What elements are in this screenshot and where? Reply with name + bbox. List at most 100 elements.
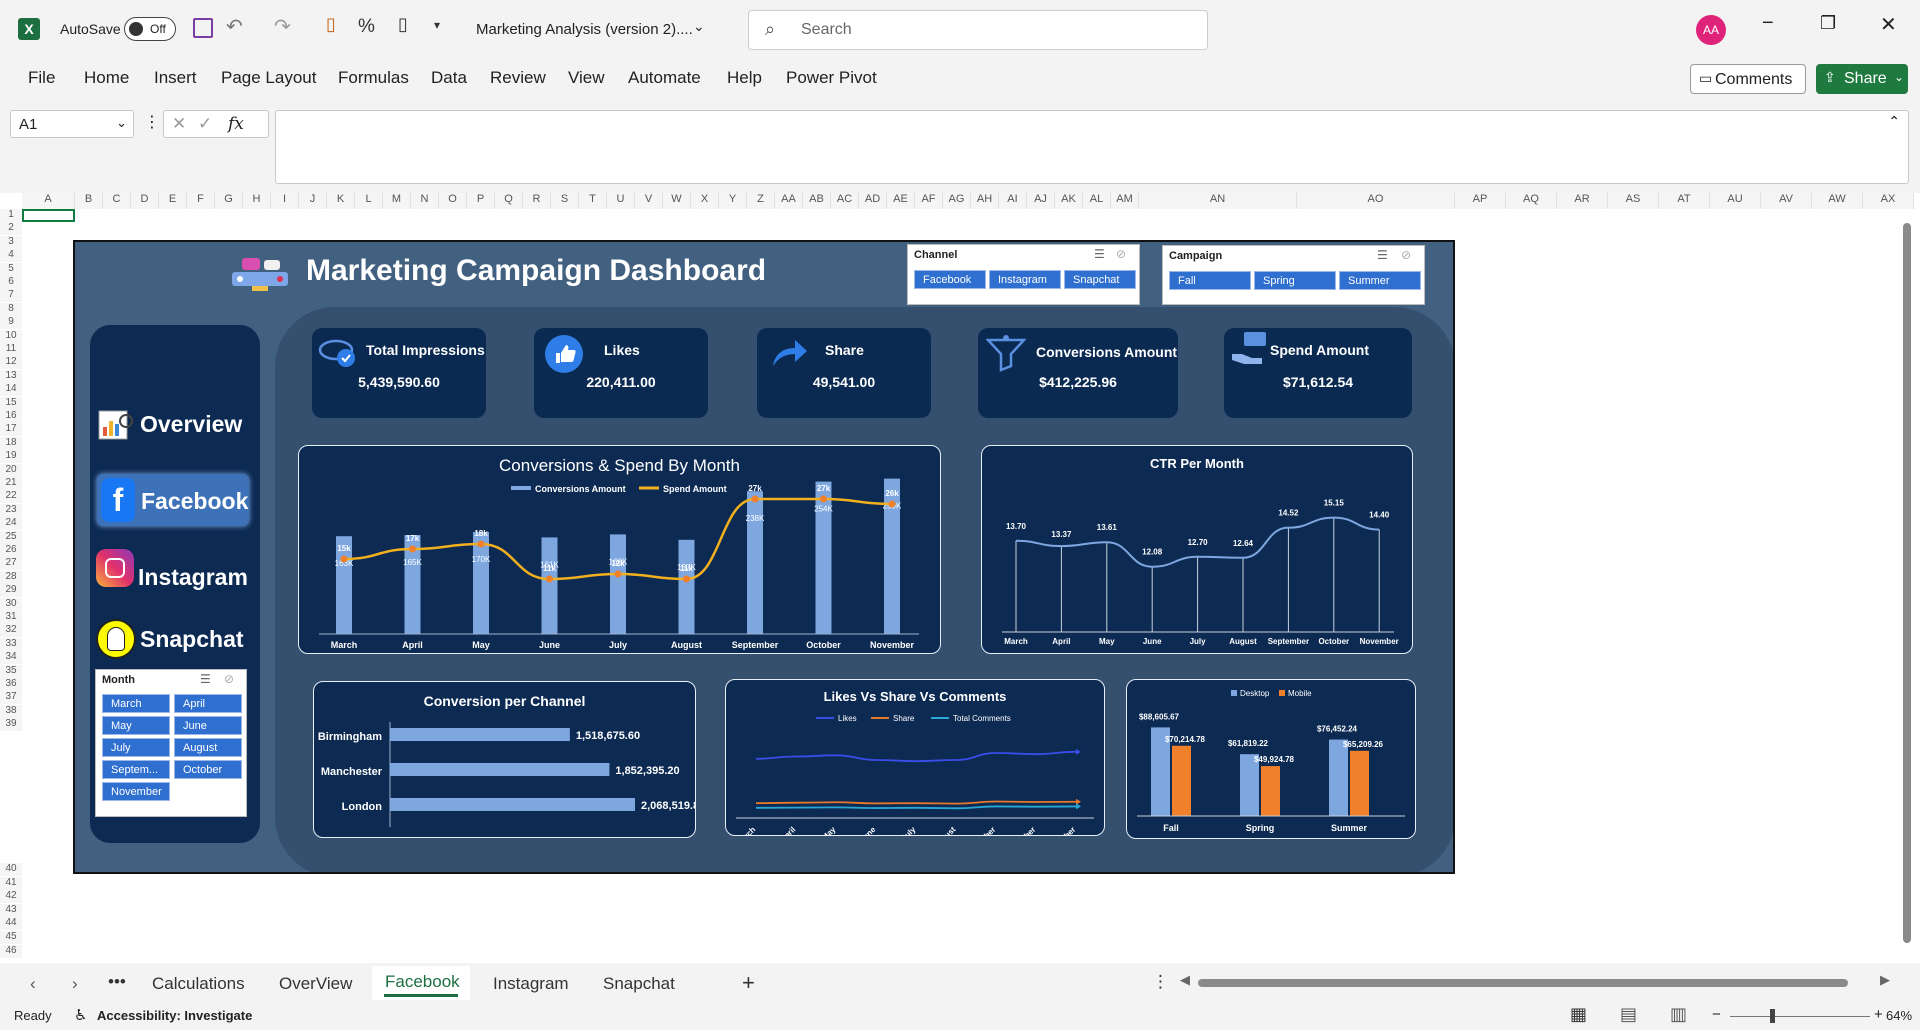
collapse-icon[interactable]: ⌃ — [1888, 113, 1900, 129]
column-header[interactable]: AO — [1297, 193, 1455, 209]
tab-home[interactable]: Home — [84, 68, 130, 87]
column-header[interactable]: C — [103, 193, 131, 209]
more-options-icon[interactable]: ⋮ — [144, 114, 160, 131]
row-header[interactable]: 5 — [0, 262, 22, 276]
column-header[interactable]: AF — [915, 193, 943, 209]
row-header[interactable]: 28 — [0, 570, 22, 584]
column-header[interactable]: AM — [1111, 193, 1139, 209]
multi-select-icon[interactable]: ☰ — [1094, 247, 1105, 261]
column-header[interactable]: AN — [1139, 193, 1297, 209]
row-header[interactable]: 2 — [0, 222, 22, 236]
slicer-item-month[interactable]: April — [174, 694, 242, 713]
undo-icon[interactable]: ↶ — [226, 16, 243, 38]
column-header[interactable]: J — [299, 193, 327, 209]
tab-automate[interactable]: Automate — [628, 68, 701, 87]
scroll-tabs-left-icon[interactable]: ‹ — [30, 974, 36, 993]
title-dropdown-icon[interactable]: ⌄ — [693, 18, 705, 34]
column-header[interactable]: R — [523, 193, 551, 209]
cancel-icon[interactable]: ✕ — [172, 114, 187, 133]
chart-desktop-mobile[interactable]: Desktop Mobile $88,605.67 $70,214.78 Fall $61… — [1126, 679, 1416, 839]
row-header[interactable]: 8 — [0, 302, 22, 316]
name-box[interactable]: A1 ⌄ — [10, 110, 134, 138]
more-sheets-icon[interactable]: ••• — [108, 972, 126, 991]
slicer-item-month[interactable]: June — [174, 716, 242, 735]
column-header[interactable]: K — [327, 193, 355, 209]
sheet-tab-calculations[interactable]: Calculations — [152, 974, 245, 993]
column-header[interactable]: M — [383, 193, 411, 209]
percent-icon[interactable]: % — [358, 16, 375, 37]
save-icon[interactable] — [193, 18, 213, 38]
zoom-level[interactable]: 64% — [1886, 1008, 1913, 1023]
channel-slicer[interactable]: Channel ☰ ⊘ Facebook Instagram Snapchat — [907, 244, 1140, 305]
row-header[interactable]: 22 — [0, 490, 22, 504]
row-header[interactable]: 38 — [0, 704, 22, 718]
tab-formulas[interactable]: Formulas — [338, 68, 409, 87]
column-header[interactable]: X — [691, 193, 719, 209]
row-header[interactable]: 10 — [0, 329, 22, 343]
column-header[interactable]: V — [635, 193, 663, 209]
sheet-tab-snapchat[interactable]: Snapchat — [603, 974, 675, 993]
row-header[interactable]: 35 — [0, 664, 22, 678]
row-header[interactable]: 14 — [0, 383, 22, 397]
row-header[interactable]: 18 — [0, 436, 22, 450]
document-title[interactable]: Marketing Analysis (version 2).... — [476, 21, 693, 38]
zoom-in-icon[interactable]: + — [1874, 1006, 1883, 1023]
column-header[interactable]: Z — [747, 193, 775, 209]
row-header[interactable]: 9 — [0, 316, 22, 330]
chart-conversions-spend[interactable]: Conversions & Spend By Month Conversions… — [298, 445, 941, 654]
column-header[interactable]: W — [663, 193, 691, 209]
row-header[interactable]: 29 — [0, 584, 22, 598]
column-header[interactable]: AE — [887, 193, 915, 209]
row-header[interactable]: 33 — [0, 637, 22, 651]
sheet-tab-facebook[interactable]: Facebook — [372, 966, 470, 1000]
tab-page-layout[interactable]: Page Layout — [221, 68, 317, 87]
column-header[interactable]: AB — [803, 193, 831, 209]
sheet-options-icon[interactable]: ⋮ — [1152, 972, 1169, 991]
month-slicer[interactable]: Month ☰ ⊘ March April May June July August Sep… — [95, 669, 247, 817]
chart-ctr-per-month[interactable]: CTR Per Month 13.70 March 13.37 April 13.61 M… — [981, 445, 1413, 654]
clear-filter-icon[interactable]: ⊘ — [1401, 248, 1412, 262]
customize-toolbar-icon[interactable]: ▾ — [434, 18, 441, 32]
column-header[interactable]: B — [75, 193, 103, 209]
row-header[interactable]: 36 — [0, 678, 22, 691]
column-header[interactable]: AA — [775, 193, 803, 209]
slicer-item-month[interactable]: October — [174, 760, 242, 779]
sheet-tab-overview[interactable]: OverView — [279, 974, 353, 993]
column-header[interactable]: AC — [831, 193, 859, 209]
slicer-item-month[interactable]: July — [102, 738, 170, 757]
column-header[interactable]: U — [607, 193, 635, 209]
column-header[interactable]: AH — [971, 193, 999, 209]
avatar[interactable]: AA — [1696, 15, 1726, 45]
slicer-item-month[interactable]: August — [174, 738, 242, 757]
column-header[interactable]: AX — [1863, 193, 1914, 209]
tab-insert[interactable]: Insert — [154, 68, 197, 87]
column-header[interactable]: Q — [495, 193, 523, 209]
column-header[interactable]: P — [467, 193, 495, 209]
row-header[interactable]: 12 — [0, 356, 22, 370]
selected-cell[interactable] — [22, 209, 75, 222]
insert-function-icon[interactable]: fx — [228, 114, 244, 134]
row-header[interactable]: 37 — [0, 691, 22, 705]
row-header[interactable]: 25 — [0, 530, 22, 544]
enter-icon[interactable]: ✓ — [198, 114, 213, 133]
column-header[interactable]: AQ — [1506, 193, 1557, 209]
row-header[interactable]: 3 — [0, 235, 22, 249]
search-box[interactable]: ⌕ Search — [748, 10, 1208, 50]
slicer-item-month[interactable]: May — [102, 716, 170, 735]
tab-view[interactable]: View — [568, 68, 605, 87]
column-header[interactable]: AD — [859, 193, 887, 209]
row-header[interactable]: 24 — [0, 517, 22, 531]
row-header[interactable]: 31 — [0, 611, 22, 624]
column-header[interactable]: L — [355, 193, 383, 209]
multi-select-icon[interactable]: ☰ — [200, 672, 211, 686]
column-header[interactable]: E — [159, 193, 187, 209]
column-header[interactable]: Y — [719, 193, 747, 209]
tab-review[interactable]: Review — [490, 68, 546, 87]
column-header[interactable]: AL — [1083, 193, 1111, 209]
row-header[interactable]: 7 — [0, 289, 22, 303]
column-header[interactable]: G — [215, 193, 243, 209]
horizontal-scrollbar[interactable]: ◀ ▶ — [1180, 972, 1890, 987]
formula-input[interactable]: ⌃ — [275, 110, 1909, 184]
comments-button[interactable]: ▭ Comments — [1690, 64, 1806, 94]
row-header[interactable]: 6 — [0, 276, 22, 289]
